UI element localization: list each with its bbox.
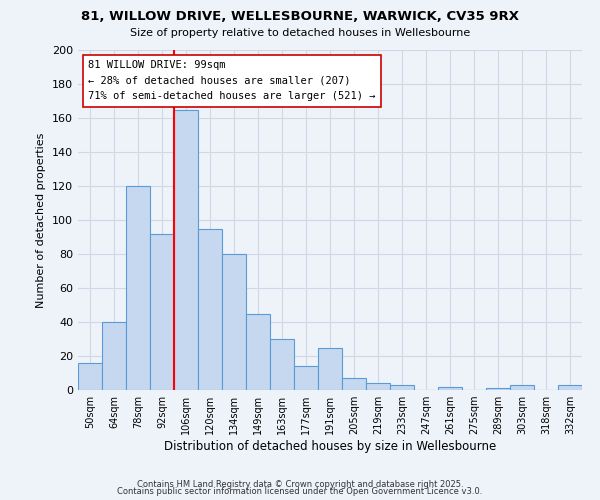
Bar [342,378,366,390]
Bar [366,383,390,390]
X-axis label: Distribution of detached houses by size in Wellesbourne: Distribution of detached houses by size … [164,440,496,453]
Text: Contains public sector information licensed under the Open Government Licence v3: Contains public sector information licen… [118,487,482,496]
Bar [390,385,414,390]
Bar [318,348,342,390]
Bar [558,385,582,390]
Bar [486,388,510,390]
Bar [78,363,102,390]
Bar [102,322,126,390]
Bar [150,234,174,390]
Bar [174,110,198,390]
Text: 81 WILLOW DRIVE: 99sqm
← 28% of detached houses are smaller (207)
71% of semi-de: 81 WILLOW DRIVE: 99sqm ← 28% of detached… [88,60,376,102]
Bar [438,386,462,390]
Bar [198,228,222,390]
Text: 81, WILLOW DRIVE, WELLESBOURNE, WARWICK, CV35 9RX: 81, WILLOW DRIVE, WELLESBOURNE, WARWICK,… [81,10,519,23]
Bar [126,186,150,390]
Bar [246,314,270,390]
Y-axis label: Number of detached properties: Number of detached properties [37,132,46,308]
Bar [222,254,246,390]
Text: Contains HM Land Registry data © Crown copyright and database right 2025.: Contains HM Land Registry data © Crown c… [137,480,463,489]
Bar [510,385,534,390]
Text: Size of property relative to detached houses in Wellesbourne: Size of property relative to detached ho… [130,28,470,38]
Bar [294,366,318,390]
Bar [270,339,294,390]
